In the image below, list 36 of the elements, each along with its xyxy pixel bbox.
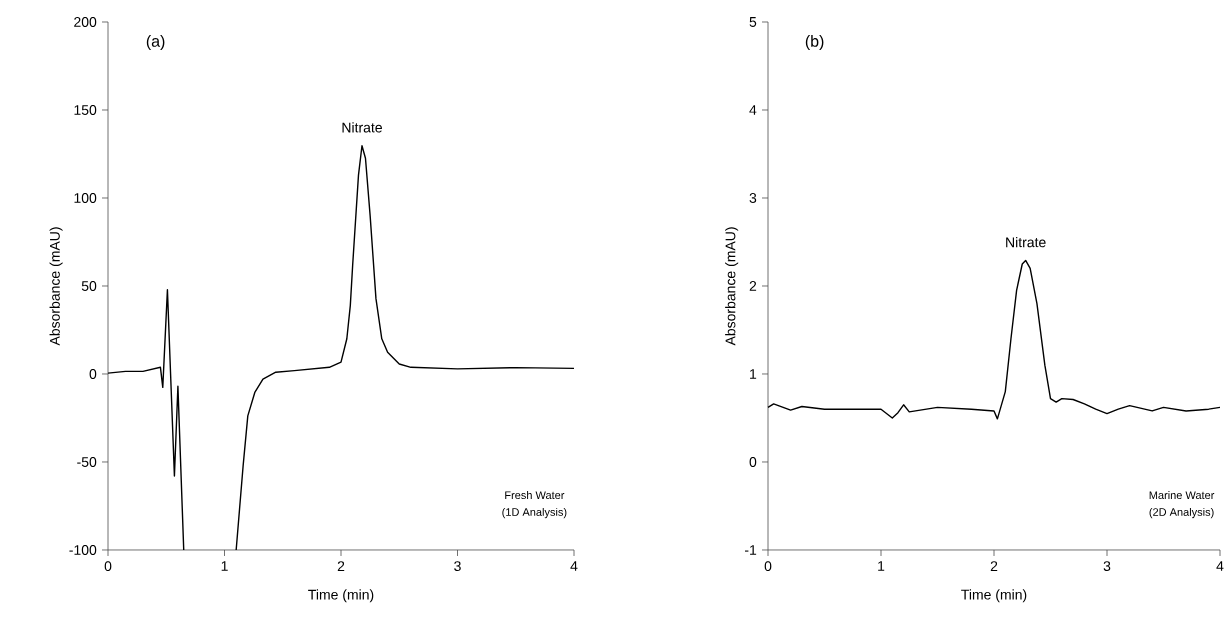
y-axis-title: Absorbance (mAU): [49, 227, 63, 346]
y-tick-label: 5: [749, 17, 757, 27]
x-tick-label: 1: [878, 561, 885, 571]
y-axis-title: Absorbance (mAU): [725, 227, 739, 346]
annotation: (b): [805, 35, 824, 51]
y-tick-label: 3: [749, 193, 757, 203]
y-tick-label: 1: [750, 369, 757, 379]
annotation: (1D Analysis): [502, 507, 567, 519]
x-axis-title: Time (min): [961, 589, 1027, 603]
annotation: Fresh Water: [505, 490, 565, 500]
annotation: (a): [146, 35, 165, 51]
x-tick-label: 2: [337, 561, 345, 571]
y-tick-label: 2: [749, 281, 757, 291]
x-tick-label: 4: [570, 561, 578, 571]
y-tick-label: -50: [77, 457, 97, 467]
annotation: Nitrate: [342, 122, 382, 133]
x-tick-label: 2: [990, 561, 998, 571]
annotation: (2D Analysis): [1149, 507, 1214, 519]
y-tick-label: 150: [74, 105, 97, 115]
x-axis-title: Time (min): [308, 589, 374, 603]
x-tick-label: 4: [1216, 561, 1224, 571]
annotation: Marine Water: [1149, 490, 1215, 500]
x-tick-label: 3: [454, 561, 461, 572]
y-tick-label: 0: [749, 457, 757, 467]
y-tick-label: 100: [74, 193, 97, 203]
y-tick-label: -1: [744, 545, 757, 555]
y-tick-label: -100: [69, 545, 97, 555]
y-tick-label: 200: [74, 17, 97, 27]
x-tick-label: 0: [764, 561, 772, 572]
x-tick-label: 3: [1103, 561, 1111, 572]
y-tick-label: 0: [89, 369, 97, 379]
y-tick-label: 4: [749, 105, 757, 115]
x-tick-label: 0: [104, 561, 112, 572]
x-tick-label: 1: [221, 561, 228, 571]
annotation: Nitrate: [1006, 236, 1046, 248]
y-tick-label: 50: [81, 281, 97, 291]
